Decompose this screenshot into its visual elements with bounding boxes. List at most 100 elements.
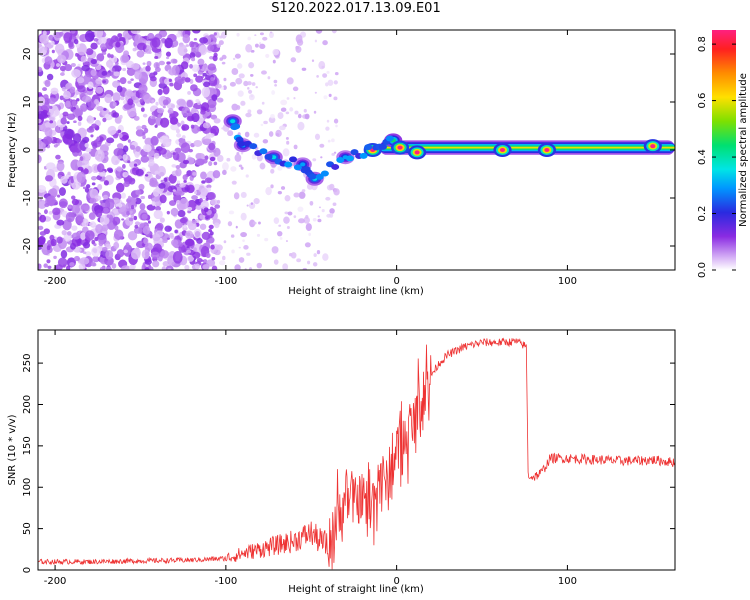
snr-y-tick-label: 150 bbox=[22, 436, 33, 455]
heatmap-cell bbox=[213, 118, 221, 124]
heatmap-cell bbox=[242, 239, 245, 243]
heatmap-cell bbox=[265, 53, 270, 58]
heatmap-cell bbox=[121, 164, 126, 169]
heatmap-cell bbox=[58, 198, 68, 209]
heatmap-cell bbox=[138, 84, 148, 94]
heatmap-cell bbox=[136, 42, 147, 51]
heatmap-cell bbox=[208, 229, 213, 233]
heatmap-cell bbox=[175, 168, 182, 177]
heatmap-cell bbox=[329, 212, 334, 218]
heatmap-cell bbox=[143, 237, 149, 245]
heatmap-cell bbox=[61, 229, 67, 236]
heatmap-cell bbox=[179, 198, 189, 210]
heatmap-cell bbox=[184, 187, 189, 191]
heatmap-cell bbox=[307, 260, 311, 265]
heatmap-cell bbox=[129, 210, 133, 214]
heatmap-cell bbox=[194, 231, 201, 238]
heatmap-cell bbox=[68, 41, 74, 48]
heatmap-cell bbox=[320, 156, 323, 159]
heatmap-cell bbox=[142, 134, 146, 140]
heatmap-cell bbox=[195, 152, 206, 160]
heatmap-cell bbox=[43, 263, 48, 268]
heatmap-cell bbox=[70, 179, 74, 184]
heatmap-cell bbox=[105, 250, 114, 260]
heatmap-cell bbox=[261, 70, 267, 75]
heatmap-cell bbox=[199, 223, 207, 230]
heatmap-cell bbox=[207, 44, 215, 52]
heatmap-cell bbox=[238, 164, 243, 168]
heatmap-cell bbox=[304, 113, 310, 120]
heatmap-cell bbox=[148, 159, 155, 167]
heatmap-cell bbox=[84, 142, 90, 148]
heatmap-cell bbox=[195, 51, 202, 58]
heatmap-cell bbox=[160, 179, 164, 183]
heatmap-cell bbox=[112, 209, 119, 214]
heatmap-cell bbox=[267, 76, 271, 80]
heatmap-cell bbox=[90, 134, 94, 138]
heatmap-cell bbox=[195, 75, 204, 83]
heatmap-cell bbox=[201, 180, 206, 184]
heatmap-cell bbox=[96, 136, 101, 141]
heatmap-cell bbox=[108, 112, 113, 115]
heatmap-cell bbox=[50, 87, 59, 95]
heatmap-cell bbox=[187, 210, 192, 214]
heatmap-cell bbox=[80, 203, 90, 212]
heatmap-cell bbox=[175, 33, 181, 38]
heatmap-cell bbox=[99, 200, 104, 204]
heatmap-cell bbox=[46, 245, 51, 251]
heatmap-cell bbox=[318, 61, 326, 70]
heatmap-cell bbox=[61, 86, 66, 92]
heatmap-cell bbox=[121, 192, 126, 199]
heatmap-cell bbox=[109, 199, 114, 203]
heatmap-cell bbox=[138, 183, 145, 191]
heatmap-cell bbox=[147, 220, 151, 224]
heatmap-cell bbox=[129, 144, 136, 150]
heatmap-cell bbox=[191, 57, 196, 62]
heatmap-cell bbox=[56, 161, 65, 172]
heatmap-cell bbox=[313, 253, 317, 258]
heatmap-cell bbox=[333, 80, 338, 85]
spectrogram-x-tick-label: -200 bbox=[44, 276, 67, 287]
heatmap-cell bbox=[162, 99, 169, 106]
heatmap-cell bbox=[103, 217, 110, 225]
heatmap-cell bbox=[198, 44, 208, 56]
heatmap-cell bbox=[280, 107, 287, 112]
heatmap-cell bbox=[333, 96, 338, 101]
heatmap-cell bbox=[86, 115, 95, 124]
snr-x-tick-label: -200 bbox=[44, 576, 67, 587]
heatmap-cell bbox=[72, 133, 82, 144]
heatmap-cell bbox=[122, 135, 129, 140]
heatmap-cell bbox=[308, 232, 312, 237]
heatmap-cell bbox=[250, 202, 253, 206]
heatmap-feature bbox=[293, 164, 302, 171]
heatmap-cell bbox=[202, 72, 207, 77]
heatmap-cell bbox=[63, 32, 73, 43]
heatmap-cell bbox=[189, 52, 196, 59]
heatmap-cell bbox=[123, 181, 130, 188]
heatmap-feature bbox=[385, 135, 394, 142]
colorbar-label: Normalized spectral amplitude bbox=[738, 73, 749, 227]
heatmap-cell bbox=[304, 242, 311, 248]
heatmap-cell bbox=[123, 50, 130, 57]
heatmap-cell bbox=[117, 129, 122, 134]
heatmap-cell bbox=[154, 66, 161, 73]
heatmap-cell bbox=[189, 63, 193, 69]
heatmap-cell bbox=[328, 93, 332, 98]
heatmap-cell bbox=[186, 110, 190, 114]
snr-x-ticks: -200 -100 0 100 bbox=[44, 330, 577, 587]
heatmap-cell bbox=[181, 124, 190, 131]
heatmap-cell bbox=[249, 219, 256, 228]
heatmap-layer bbox=[38, 30, 675, 270]
heatmap-cell bbox=[202, 138, 212, 146]
heatmap-cell bbox=[251, 82, 256, 86]
heatmap-cell bbox=[296, 258, 302, 263]
spectrogram-x-label: Height of straight line (km) bbox=[288, 286, 424, 297]
heatmap-cell bbox=[171, 239, 179, 247]
heatmap-cell bbox=[77, 115, 83, 122]
heatmap-cell bbox=[331, 30, 337, 34]
heatmap-cell bbox=[157, 114, 162, 118]
heatmap-cell bbox=[69, 262, 75, 267]
heatmap-cell bbox=[158, 60, 166, 66]
colorbar-tick-label: 0.0 bbox=[697, 262, 708, 278]
